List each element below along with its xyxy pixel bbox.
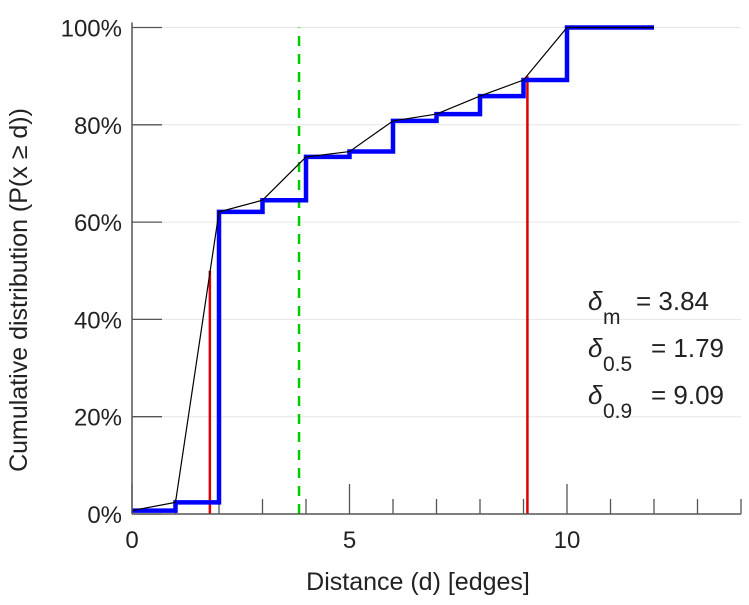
delta-symbol: δ <box>588 286 603 316</box>
annotation-value: = 9.09 <box>651 380 724 410</box>
delta-symbol: δ <box>588 333 603 363</box>
x-tick-label: 0 <box>125 527 138 554</box>
y-tick-label: 0% <box>87 502 122 529</box>
y-tick-label: 40% <box>74 307 122 334</box>
y-axis-label: Cumulative distribution (P(x ≥ d)) <box>5 108 33 472</box>
annotation-1: δ0.5 = 1.79 <box>588 333 724 376</box>
y-tick-label: 100% <box>61 16 122 43</box>
delta-symbol: δ <box>588 380 603 410</box>
annotation-value: = 1.79 <box>651 333 724 363</box>
x-tick-label: 5 <box>343 527 356 554</box>
x-axis-label: Distance (d) [edges] <box>306 568 530 596</box>
y-tick-label: 60% <box>74 210 122 237</box>
grid <box>132 27 741 418</box>
annotation-subscript: 0.9 <box>603 400 632 423</box>
annotation-subscript: 0.5 <box>603 353 632 376</box>
series-layer <box>131 25 654 514</box>
x-tick-label: 10 <box>554 527 581 554</box>
interpolated-line <box>131 26 654 512</box>
annotation-subscript: m <box>603 306 621 329</box>
axis-ticks: 0% 20% 40% 60% 80% 100% 0 5 10 <box>61 16 742 554</box>
cumulative-step-line <box>132 25 654 513</box>
annotation-value: = 3.84 <box>636 286 709 316</box>
annotation-0: δm = 3.84 <box>588 286 709 329</box>
annotation-2: δ0.9 = 9.09 <box>588 380 724 423</box>
axes <box>131 22 741 515</box>
y-tick-label: 20% <box>74 405 122 432</box>
y-tick-label: 80% <box>74 113 122 140</box>
